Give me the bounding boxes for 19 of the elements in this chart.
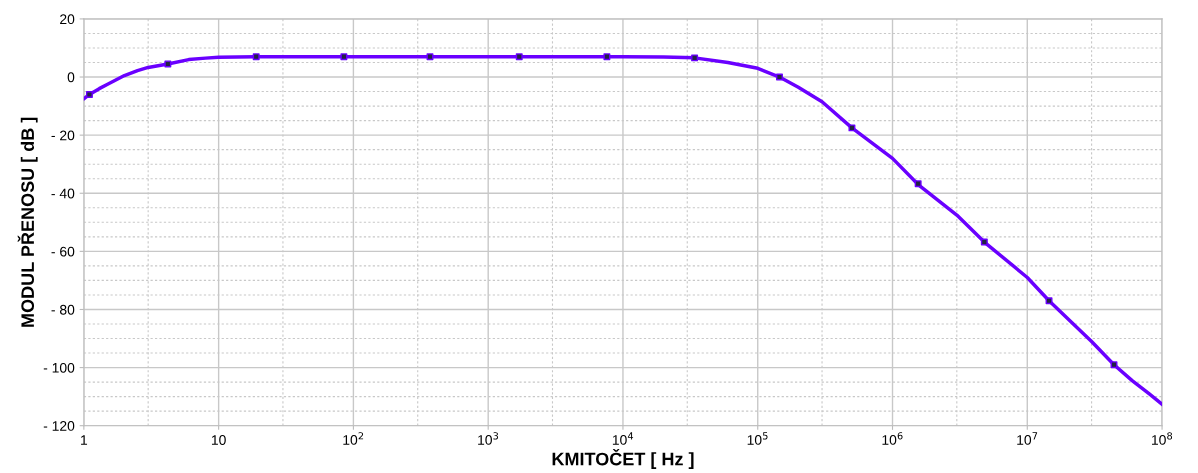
x-tick-label: 1 (81, 435, 88, 445)
y-tick-label: - 20 (51, 130, 75, 141)
y-tick-label: - 80 (51, 304, 75, 315)
x-tick-label: 10$^{6}$ (882, 432, 903, 445)
x-tick-label: 10$^{5}$ (747, 432, 768, 445)
x-tick-label: 10$^{2}$ (343, 432, 364, 445)
y-axis-title: MODUL PŘENOSU [ dB ] (17, 117, 38, 327)
x-tick-label: 10 (211, 435, 226, 445)
y-tick-label: - 40 (51, 188, 75, 199)
y-tick-label: - 60 (51, 246, 75, 257)
y-tick-label: 0 (67, 72, 75, 83)
x-tick-label: 10$^{4}$ (612, 432, 634, 445)
x-tick-label: 10$^{8}$ (1152, 432, 1173, 445)
x-tick-label: 10$^{7}$ (1017, 432, 1038, 445)
x-tick-label: 10$^{3}$ (478, 432, 499, 445)
y-tick-label: - 100 (43, 362, 75, 373)
x-axis-title: KMITOČET [ Hz ] (552, 449, 694, 469)
y-tick-label: 20 (60, 14, 75, 25)
y-tick-label: - 120 (43, 421, 75, 431)
